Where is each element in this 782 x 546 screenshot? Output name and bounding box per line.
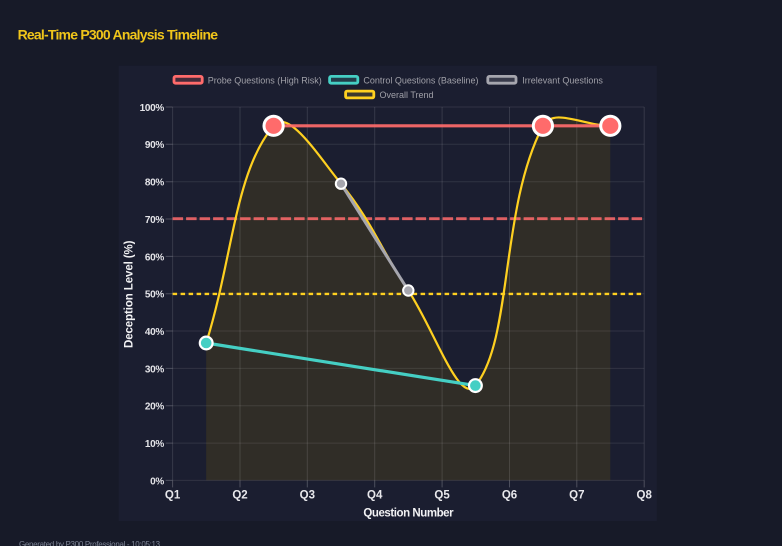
svg-text:0%: 0% [150, 476, 164, 487]
svg-text:Probe Questions (High Risk): Probe Questions (High Risk) [208, 75, 322, 85]
svg-text:30%: 30% [145, 364, 165, 375]
svg-text:50%: 50% [145, 290, 165, 301]
svg-text:Real-Time P300 Analysis Timeli: Real-Time P300 Analysis Timeline [18, 27, 219, 43]
svg-text:Generated by P300 Professional: Generated by P300 Professional - 10:05:1… [19, 540, 161, 546]
svg-text:70%: 70% [145, 215, 165, 226]
svg-text:Q8: Q8 [637, 489, 653, 501]
svg-text:90%: 90% [145, 140, 165, 151]
svg-text:Irrelevant Questions: Irrelevant Questions [522, 75, 603, 85]
svg-text:80%: 80% [145, 178, 165, 189]
svg-text:20%: 20% [145, 402, 165, 413]
svg-text:Q1: Q1 [165, 489, 181, 501]
svg-text:Q3: Q3 [300, 489, 315, 501]
svg-text:Q7: Q7 [569, 489, 584, 501]
svg-text:Q2: Q2 [232, 489, 247, 501]
svg-text:40%: 40% [145, 327, 165, 338]
svg-text:Overall Trend: Overall Trend [380, 90, 434, 100]
svg-text:10%: 10% [145, 439, 165, 450]
svg-text:Q4: Q4 [367, 489, 383, 501]
svg-text:Control Questions (Baseline): Control Questions (Baseline) [363, 75, 478, 85]
svg-text:60%: 60% [145, 252, 165, 263]
svg-text:Q5: Q5 [434, 489, 450, 501]
svg-text:100%: 100% [140, 103, 165, 114]
svg-text:Deception Level (%): Deception Level (%) [123, 240, 135, 348]
svg-text:Q6: Q6 [502, 489, 517, 501]
svg-text:Question Number: Question Number [363, 507, 454, 519]
